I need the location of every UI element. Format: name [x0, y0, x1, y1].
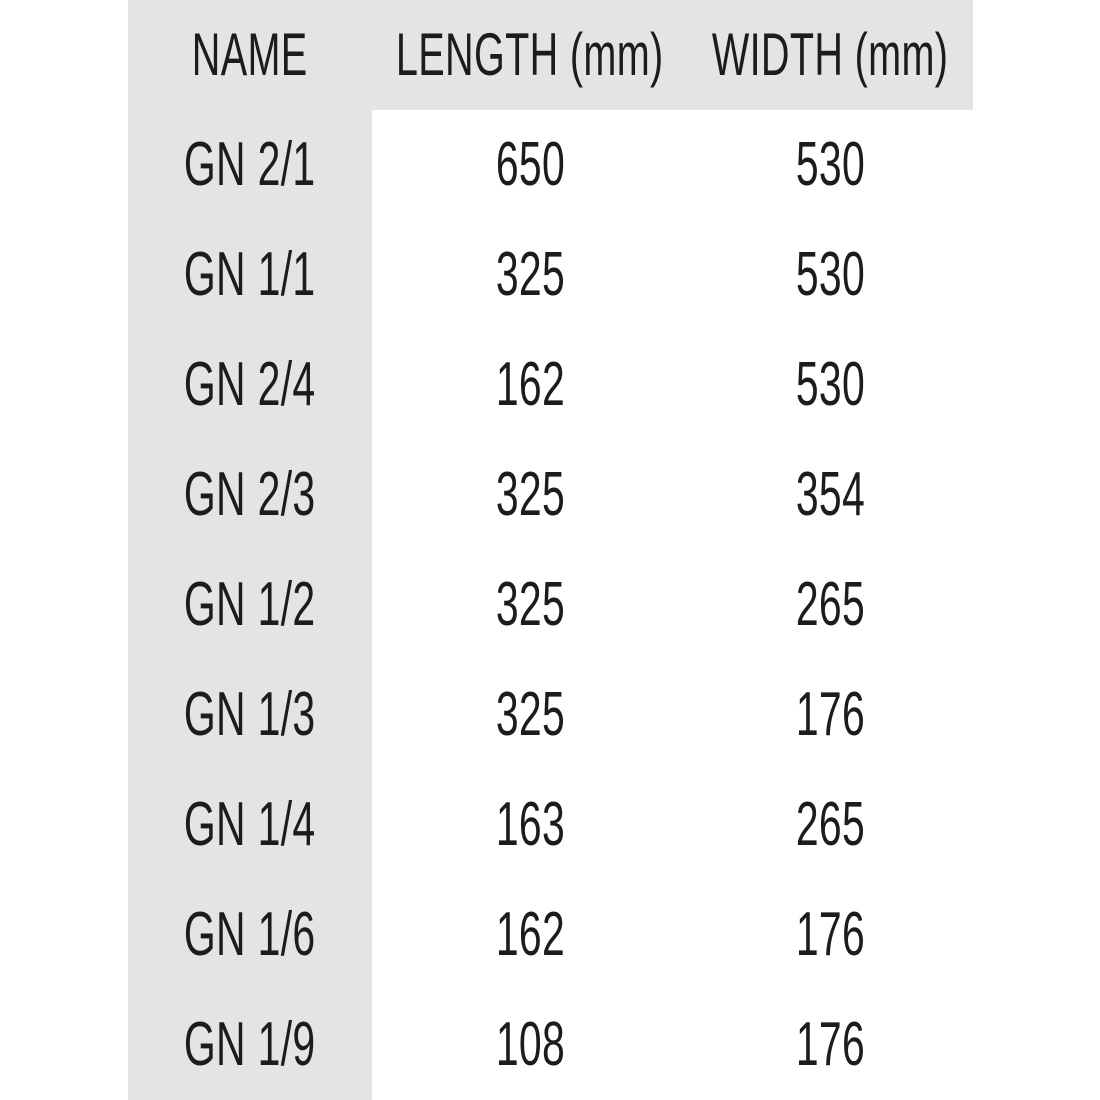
- cell-length: 650: [495, 130, 565, 199]
- cell-width: 176: [795, 1010, 866, 1079]
- table-row: GN 1/9 108 176: [128, 990, 973, 1100]
- table-row: GN 2/4 162 530: [128, 330, 973, 440]
- table-row: GN 2/1 650 530: [128, 110, 973, 220]
- table-row: GN 1/2 325 265: [128, 550, 973, 660]
- cell-width: 354: [795, 460, 866, 529]
- cell-width: 176: [795, 680, 866, 749]
- cell-width: 265: [795, 790, 866, 859]
- cell-length: 162: [495, 350, 565, 419]
- cell-name: GN 1/9: [184, 1010, 316, 1079]
- cell-length: 325: [495, 460, 565, 529]
- table-row: GN 1/3 325 176: [128, 660, 973, 770]
- cell-name: GN 1/6: [184, 900, 316, 969]
- table-row: GN 1/6 162 176: [128, 880, 973, 990]
- cell-name: GN 1/3: [184, 680, 316, 749]
- header-label-length: LENGTH (mm): [396, 21, 664, 88]
- cell-name: GN 1/1: [184, 240, 316, 309]
- cell-name: GN 1/2: [184, 570, 316, 639]
- table-header-row: NAME LENGTH (mm) WIDTH (mm): [128, 0, 973, 110]
- cell-name: GN 2/1: [184, 130, 316, 199]
- table-row: GN 1/4 163 265: [128, 770, 973, 880]
- header-cell-name: NAME: [128, 0, 372, 110]
- cell-width: 265: [795, 570, 866, 639]
- cell-width: 530: [795, 130, 866, 199]
- header-cell-width: WIDTH (mm): [688, 0, 973, 110]
- cell-length: 108: [495, 1010, 565, 1079]
- size-table: NAME LENGTH (mm) WIDTH (mm) GN 2/1 650 5…: [128, 0, 973, 1100]
- cell-name: GN 1/4: [184, 790, 316, 859]
- table-row: GN 2/3 325 354: [128, 440, 973, 550]
- cell-width: 176: [795, 900, 866, 969]
- cell-length: 325: [495, 570, 565, 639]
- cell-width: 530: [795, 240, 866, 309]
- header-cell-length: LENGTH (mm): [372, 0, 688, 110]
- name-column-background: [128, 0, 372, 1100]
- cell-length: 325: [495, 240, 565, 309]
- header-label-name: NAME: [192, 21, 308, 88]
- header-label-width: WIDTH (mm): [712, 21, 949, 88]
- cell-length: 163: [495, 790, 565, 859]
- cell-name: GN 2/4: [184, 350, 316, 419]
- cell-length: 325: [495, 680, 565, 749]
- cell-width: 530: [795, 350, 866, 419]
- header-row-background: [128, 0, 973, 110]
- cell-name: GN 2/3: [184, 460, 316, 529]
- table-row: GN 1/1 325 530: [128, 220, 973, 330]
- cell-length: 162: [495, 900, 565, 969]
